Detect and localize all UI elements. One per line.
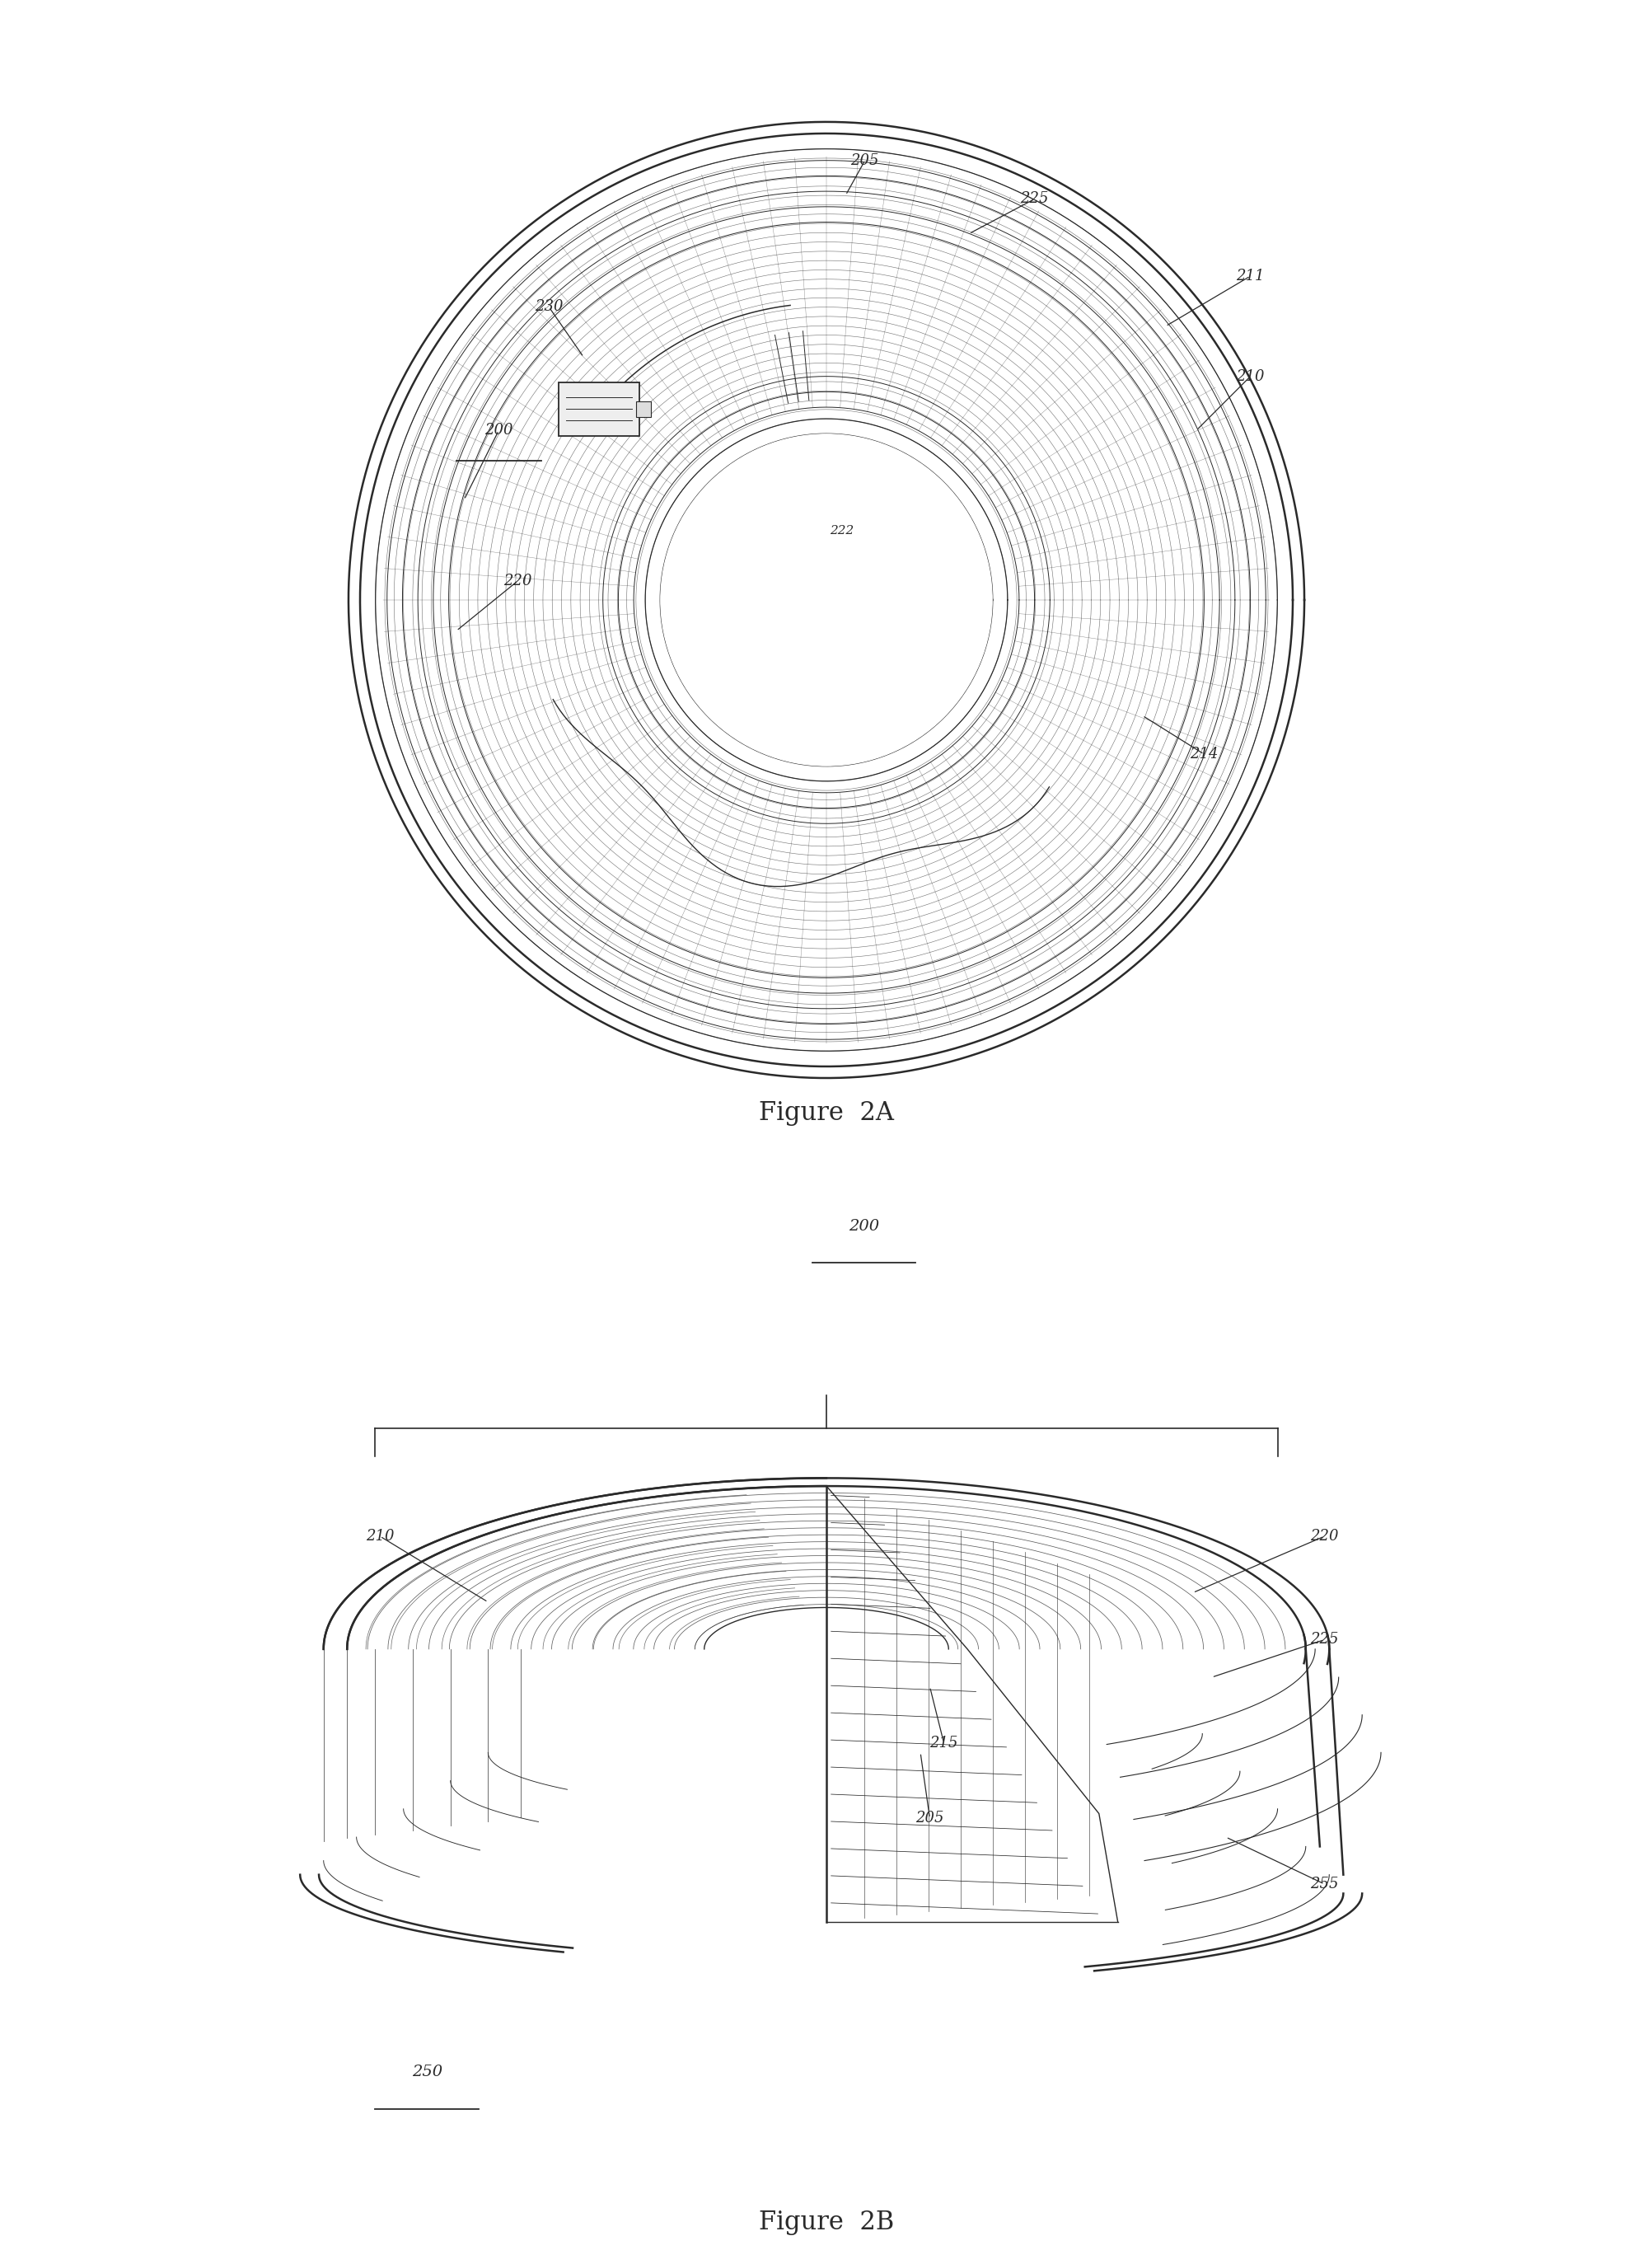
Text: Figure  2B: Figure 2B: [758, 2210, 894, 2235]
Text: 215: 215: [928, 1736, 958, 1750]
Text: 225: 225: [1310, 1632, 1338, 1648]
Text: 220: 220: [1310, 1528, 1338, 1544]
Text: 200: 200: [484, 423, 512, 437]
Text: 220: 220: [504, 573, 532, 589]
Text: 211: 211: [1236, 269, 1264, 283]
Circle shape: [349, 122, 1303, 1078]
Text: 222: 222: [829, 525, 854, 537]
Bar: [558, 383, 639, 437]
Text: 205: 205: [851, 154, 879, 168]
Text: 214: 214: [1189, 747, 1218, 761]
Bar: [558, 383, 639, 437]
Text: 255: 255: [1310, 1877, 1338, 1890]
Text: 205: 205: [915, 1811, 943, 1825]
Text: 230: 230: [535, 299, 563, 315]
Circle shape: [661, 435, 991, 765]
Text: 250: 250: [411, 2065, 443, 2081]
Text: 210: 210: [365, 1528, 393, 1544]
Text: 210: 210: [1236, 369, 1264, 385]
Text: 200: 200: [847, 1218, 879, 1234]
Bar: [636, 401, 651, 417]
Text: Figure  2A: Figure 2A: [758, 1100, 894, 1125]
Text: 225: 225: [1019, 192, 1049, 206]
